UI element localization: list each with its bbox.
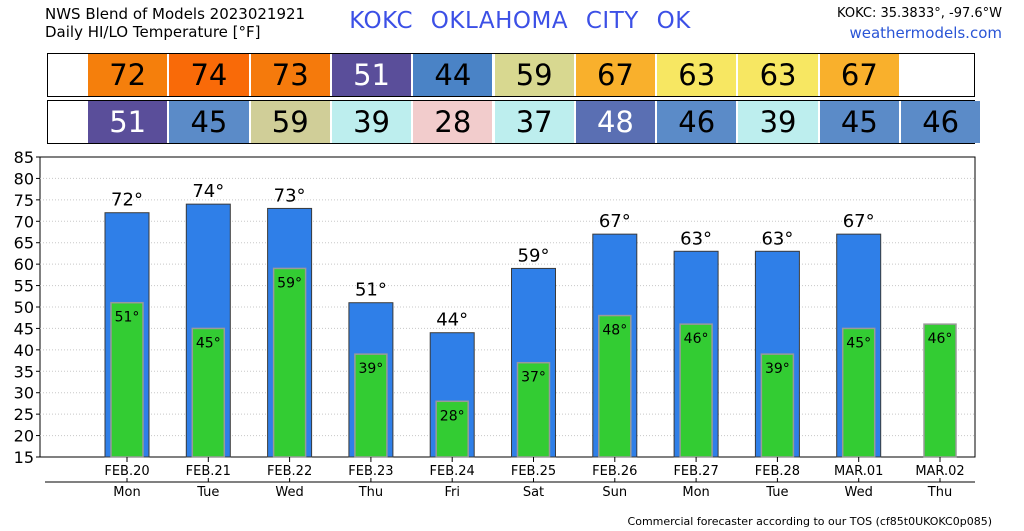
high-temp-label: 51° [355,280,387,301]
low-strip-cell: 37 [494,101,574,143]
high-strip-cell: 67 [575,54,656,96]
x-date-label: MAR.01 [834,464,883,479]
high-strip-cell: 51 [331,54,412,96]
y-tick-label: 40 [14,341,34,360]
low-strip-cell: 59 [250,101,330,143]
high-temp-label: 44° [436,310,468,331]
low-temp-label: 45° [846,335,871,351]
low-temp-label: 59° [277,275,302,291]
x-weekday-label: Sun [602,485,627,500]
y-tick-label: 15 [14,448,34,467]
low-temp-bar [923,323,957,458]
x-weekday-label: Mon [682,485,709,500]
low-temp-label: 48° [602,323,627,339]
low-strip-cell: 45 [819,101,899,143]
low-temp-label: 39° [765,361,790,377]
low-temp-label: 45° [196,335,221,351]
x-date-label: FEB.24 [430,464,475,479]
low-strip-cell: 46 [657,101,737,143]
y-tick-label: 85 [14,148,34,167]
high-strip-cell: 63 [657,54,737,96]
low-temp-label: 28° [440,408,465,424]
y-tick-label: 50 [14,298,34,317]
low-strip-cell: 39 [331,101,412,143]
x-weekday-label: Wed [845,485,873,500]
chart-title-line2: Daily HI/LO Temperature [°F] [45,23,261,41]
station-title: KOKC OKLAHOMA CITY OK [349,8,691,34]
low-temp-label: 39° [358,361,383,377]
low-temp-label: 46° [928,331,953,347]
x-weekday-label: Sat [523,485,544,500]
x-weekday-label: Fri [444,485,460,500]
y-tick-label: 75 [14,191,34,210]
high-strip-cell: 59 [494,54,574,96]
high-strip-cell: 74 [169,54,249,96]
low-strip-cell: 51 [88,101,168,143]
low-strip-cell: 28 [413,101,493,143]
x-weekday-label: Tue [196,485,219,500]
low-temp-bar [679,323,713,458]
y-tick-label: 35 [14,362,34,381]
low-temp-bar [760,353,795,458]
high-strip-cell: 44 [413,54,493,96]
low-temp-bar [516,361,551,458]
low-temperature-strip: 51 45 59 39 28 37 48 46 39 45 46 [47,100,981,144]
y-tick-label: 30 [14,384,34,403]
y-tick-label: 80 [14,169,34,188]
low-temp-bar [841,327,876,458]
y-tick-label: 55 [14,277,34,296]
x-date-label: FEB.26 [592,464,637,479]
low-strip-cell: 39 [738,101,818,143]
x-date-label: FEB.28 [755,464,800,479]
low-temp-label: 37° [521,370,546,386]
low-strip-cell: 46 [901,101,981,143]
high-temp-label: 72° [111,190,143,211]
low-temp-bar [354,353,388,458]
high-strip-cell: 73 [250,54,330,96]
high-temp-label: 59° [518,245,550,266]
x-weekday-label: Thu [927,485,952,500]
x-weekday-label: Wed [275,485,303,500]
x-date-label: FEB.22 [267,464,312,479]
x-date-label: FEB.27 [673,464,718,479]
high-temp-label: 63° [761,228,793,249]
y-tick-label: 45 [14,319,34,338]
low-temp-bar [110,301,144,458]
x-date-label: FEB.20 [104,464,149,479]
chart-title-line1: NWS Blend of Models 2023021921 [45,5,306,23]
low-strip-cell: 48 [575,101,656,143]
x-weekday-label: Mon [113,485,140,500]
high-temp-label: 73° [274,185,306,206]
x-date-label: MAR.02 [915,464,964,479]
high-temp-label: 74° [192,181,224,202]
x-date-label: FEB.23 [348,464,393,479]
plot-area [39,156,976,458]
station-coordinates: KOKC: 35.3833°, -97.6°W [837,6,1002,21]
low-temp-label: 46° [684,331,709,347]
x-date-label: FEB.21 [186,464,231,479]
high-strip-cell: 63 [738,54,818,96]
low-temp-bar [598,314,632,458]
high-strip-cell: 72 [88,54,168,96]
website-link[interactable]: weathermodels.com [849,24,1002,42]
high-strip-cell: 67 [819,54,899,96]
high-temperature-strip: 72 74 73 51 44 59 67 63 63 67 [47,53,975,97]
y-tick-label: 60 [14,255,34,274]
low-temp-label: 51° [115,310,140,326]
y-tick-label: 20 [14,427,34,446]
low-temp-bar [435,400,469,458]
low-strip-cell: 45 [169,101,249,143]
low-temp-bar [272,267,307,458]
x-date-label: FEB.25 [511,464,556,479]
high-temp-label: 63° [680,228,712,249]
high-temp-label: 67° [599,211,631,232]
high-temp-label: 67° [843,211,875,232]
y-tick-label: 65 [14,234,34,253]
y-tick-label: 25 [14,405,34,424]
x-weekday-label: Thu [358,485,383,500]
footer-note: Commercial forecaster according to our T… [627,515,992,528]
y-tick-label: 70 [14,212,34,231]
x-weekday-label: Tue [765,485,788,500]
